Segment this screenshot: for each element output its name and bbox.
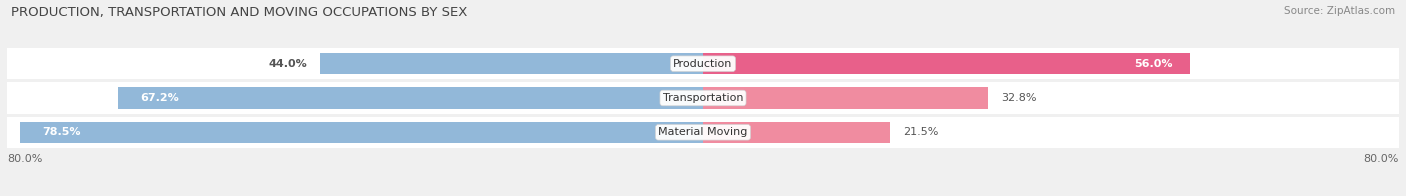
Text: 32.8%: 32.8% bbox=[1001, 93, 1036, 103]
Text: 78.5%: 78.5% bbox=[42, 127, 80, 137]
Text: 80.0%: 80.0% bbox=[1364, 154, 1399, 164]
Text: 44.0%: 44.0% bbox=[269, 59, 307, 69]
Bar bbox=[20, 122, 703, 143]
Bar bbox=[703, 53, 1191, 74]
Bar bbox=[321, 53, 703, 74]
Text: Production: Production bbox=[673, 59, 733, 69]
Text: 21.5%: 21.5% bbox=[903, 127, 938, 137]
Bar bbox=[703, 122, 890, 143]
Bar bbox=[703, 87, 988, 109]
Text: Material Moving: Material Moving bbox=[658, 127, 748, 137]
Text: 56.0%: 56.0% bbox=[1135, 59, 1173, 69]
Text: Transportation: Transportation bbox=[662, 93, 744, 103]
Bar bbox=[118, 87, 703, 109]
Text: Source: ZipAtlas.com: Source: ZipAtlas.com bbox=[1284, 6, 1395, 16]
Text: PRODUCTION, TRANSPORTATION AND MOVING OCCUPATIONS BY SEX: PRODUCTION, TRANSPORTATION AND MOVING OC… bbox=[11, 6, 468, 19]
Bar bbox=[7, 82, 1399, 114]
Text: 80.0%: 80.0% bbox=[7, 154, 42, 164]
Bar bbox=[7, 116, 1399, 148]
Bar bbox=[7, 48, 1399, 80]
Text: 67.2%: 67.2% bbox=[141, 93, 179, 103]
